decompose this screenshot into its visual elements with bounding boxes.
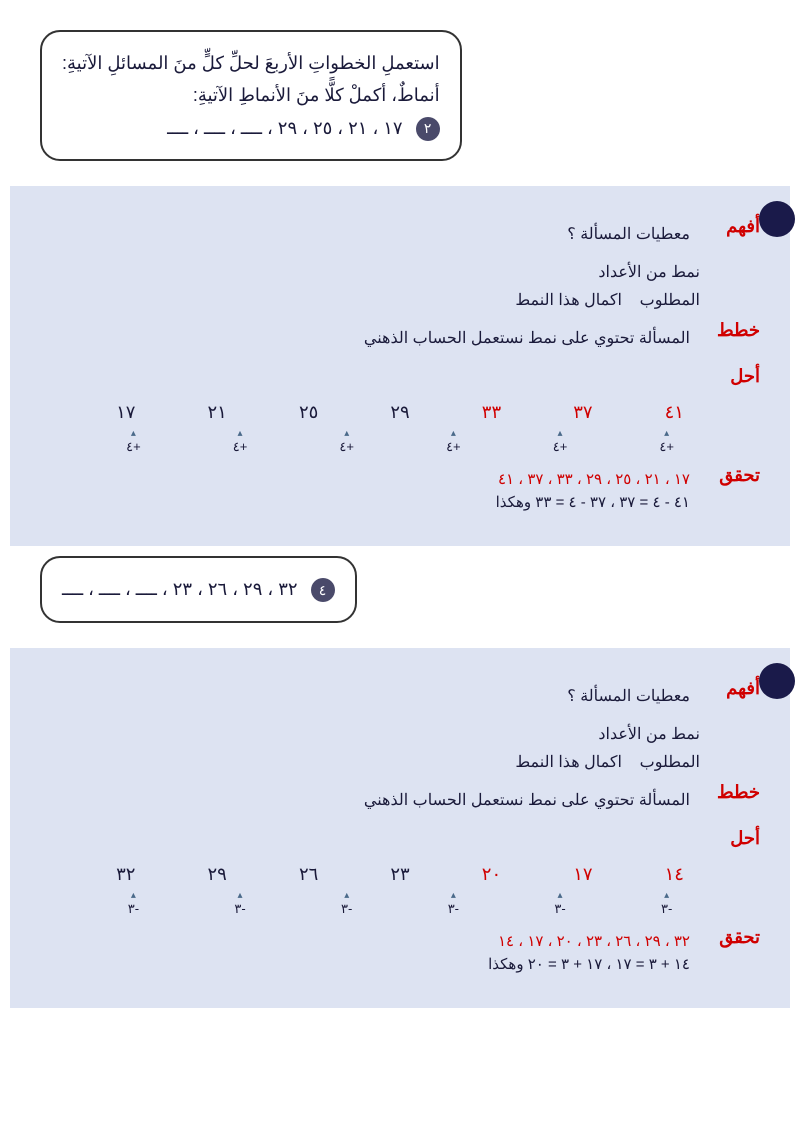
badge-icon [759,663,795,699]
number-item: ٢٠ [466,864,516,885]
number-line-1: ١٧ ٢١ ٢٥ ٢٩ ٣٣ ٣٧ ٤١ [80,402,720,423]
result-2: ٣٢ ، ٢٩ ، ٢٦ ، ٢٣ ، ٢٠ ، ١٧ ، ١٤ [40,932,690,950]
number-item: ٢٦ [284,864,334,885]
given: نمط من الأعداد [40,262,760,282]
plan-text: المسألة تحتوي على نمط نستعمل الحساب الذه… [40,328,690,348]
number-item: ٢٥ [284,402,334,423]
step-verify-2: تحقق [710,927,760,948]
intro-box: استعملِ الخطواتِ الأربعَ لحلِّ كلٍّ منَ … [40,30,462,161]
op-item: +٤ [106,428,161,455]
required-row-2: المطلوب اكمال هذا النمط [40,752,760,772]
given-label-2: معطيات المسألة ؟ [40,686,690,706]
q2-row: ٤ ٣٢ ، ٢٩ ، ٢٦ ، ٢٣ ، ــــ ، ــــ ، ــــ [62,573,335,605]
q1-row: ٢ ١٧ ، ٢١ ، ٢٥ ، ٢٩ ، ــــ ، ــــ ، ــــ [62,112,440,144]
check-1: ٤١ - ٤ = ٣٧ ، ٣٧ - ٤ = ٣٣ وهكذا [40,493,690,511]
op-item: +٤ [319,428,374,455]
number-item: ١٧ [101,402,151,423]
q2-pattern: ٣٢ ، ٢٩ ، ٢٦ ، ٢٣ ، ــــ ، ــــ ، ــــ [62,579,298,599]
number-item: ٣٣ [466,402,516,423]
given-label: معطيات المسألة ؟ [40,224,690,244]
op-item: +٤ [533,428,588,455]
number-item: ٤١ [649,402,699,423]
check-2: ١٤ + ٣ = ١٧ ، ١٧ + ٣ = ٢٠ وهكذا [40,955,690,973]
q1-pattern: ١٧ ، ٢١ ، ٢٥ ، ٢٩ ، ــــ ، ــــ ، ــــ [167,118,403,138]
number-item: ٣٢ [101,864,151,885]
q1-number: ٢ [416,117,440,141]
intro-line1: استعملِ الخطواتِ الأربعَ لحلِّ كلٍّ منَ … [62,47,440,79]
solution-2: أفهم معطيات المسألة ؟ نمط من الأعداد الم… [10,648,790,1008]
step-understand-2: أفهم [710,678,760,699]
number-item: ٢٩ [375,402,425,423]
number-item: ١٧ [558,864,608,885]
step-solve-2: أحل [40,828,760,849]
required-2: اكمال هذا النمط [515,754,622,771]
op-item: -٣ [639,890,694,917]
plan-text-2: المسألة تحتوي على نمط نستعمل الحساب الذه… [40,790,690,810]
step-plan: خطط [710,320,760,341]
op-item: +٤ [639,428,694,455]
q2-box: ٤ ٣٢ ، ٢٩ ، ٢٦ ، ٢٣ ، ــــ ، ــــ ، ــــ [40,556,357,622]
required-label-2: المطلوب [640,754,700,771]
required-label: المطلوب [640,292,700,309]
intro-line2: أنماطٌ، أكملْ كلًّا منَ الأنماطِ الآتيةِ… [62,79,440,111]
op-item: -٣ [319,890,374,917]
number-item: ٢٩ [192,864,242,885]
result-1: ١٧ ، ٢١ ، ٢٥ ، ٢٩ ، ٣٣ ، ٣٧ ، ٤١ [40,470,690,488]
step-verify: تحقق [710,465,760,486]
step-plan-2: خطط [710,782,760,803]
badge-icon [759,201,795,237]
number-item: ٢١ [192,402,242,423]
op-item: -٣ [533,890,588,917]
given-2: نمط من الأعداد [40,724,760,744]
q2-number: ٤ [311,578,335,602]
op-item: +٤ [213,428,268,455]
step-understand: أفهم [710,216,760,237]
solution-1: أفهم معطيات المسألة ؟ نمط من الأعداد الم… [10,186,790,546]
number-line-2: ٣٢ ٢٩ ٢٦ ٢٣ ٢٠ ١٧ ١٤ [80,864,720,885]
op-item: +٤ [426,428,481,455]
op-item: -٣ [426,890,481,917]
ops-line-2: -٣ -٣ -٣ -٣ -٣ -٣ [80,890,720,917]
ops-line-1: +٤ +٤ +٤ +٤ +٤ +٤ [80,428,720,455]
required: اكمال هذا النمط [515,292,622,309]
number-item: ١٤ [649,864,699,885]
required-row: المطلوب اكمال هذا النمط [40,290,760,310]
step-solve: أحل [40,366,760,387]
op-item: -٣ [106,890,161,917]
op-item: -٣ [213,890,268,917]
number-item: ٢٣ [375,864,425,885]
number-item: ٣٧ [558,402,608,423]
